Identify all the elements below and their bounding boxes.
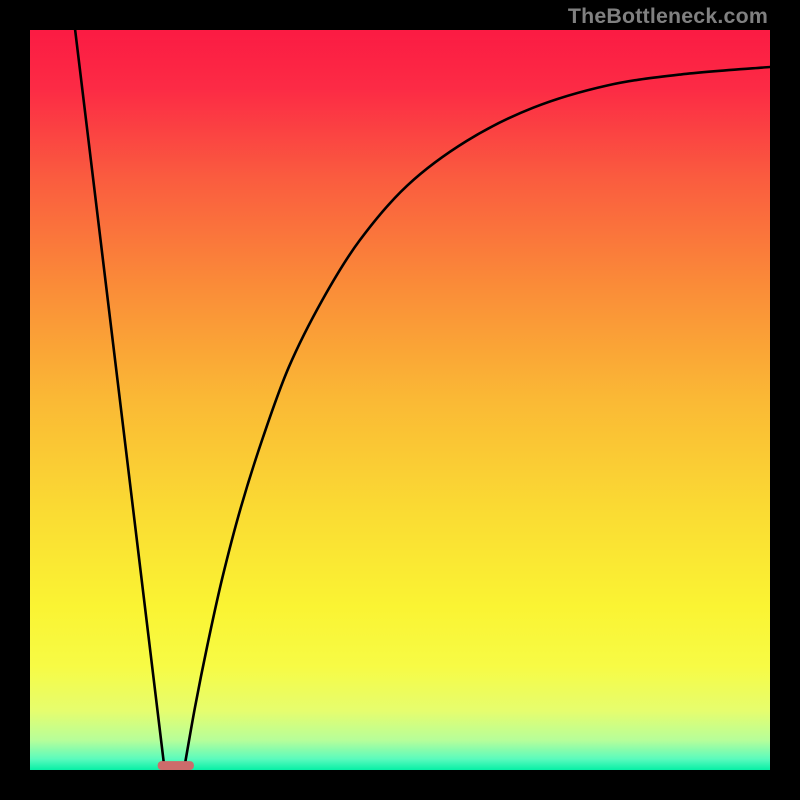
chart-frame: TheBottleneck.com — [0, 0, 800, 800]
gradient-background — [30, 30, 770, 770]
watermark-text: TheBottleneck.com — [568, 4, 768, 29]
minimum-notch-marker — [158, 761, 194, 770]
plot-area — [30, 30, 770, 770]
plot-svg — [30, 30, 770, 770]
